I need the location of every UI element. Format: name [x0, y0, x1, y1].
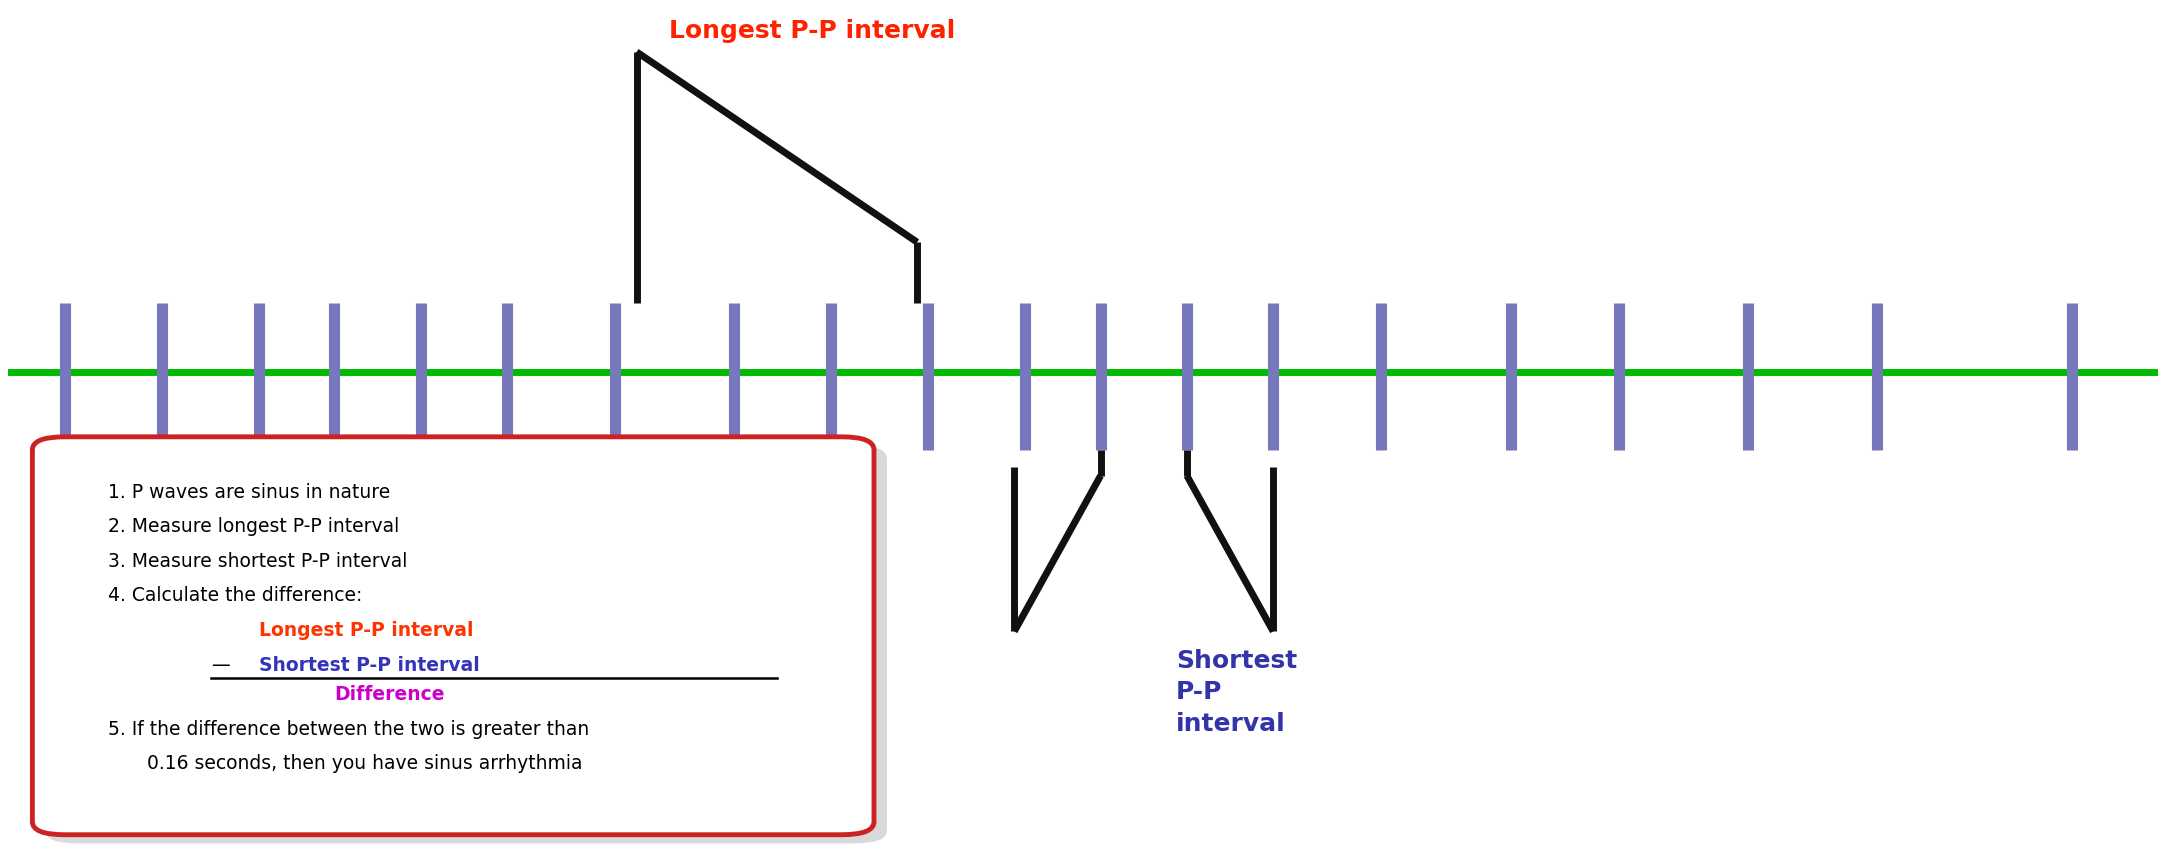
Text: Longest P-P interval: Longest P-P interval [669, 19, 956, 43]
FancyBboxPatch shape [32, 437, 874, 835]
Text: 5. If the difference between the two is greater than: 5. If the difference between the two is … [108, 720, 589, 739]
Text: 2. Measure longest P-P interval: 2. Measure longest P-P interval [108, 517, 399, 536]
Text: Shortest P-P interval: Shortest P-P interval [259, 656, 479, 675]
Text: Shortest
P-P
interval: Shortest P-P interval [1176, 649, 1297, 736]
Text: 0.16 seconds, then you have sinus arrhythmia: 0.16 seconds, then you have sinus arrhyt… [147, 754, 583, 773]
Text: 1. P waves are sinus in nature: 1. P waves are sinus in nature [108, 483, 391, 502]
Text: 4. Calculate the difference:: 4. Calculate the difference: [108, 586, 363, 606]
Text: Longest P-P interval: Longest P-P interval [259, 621, 473, 640]
Text: —: — [211, 656, 231, 675]
Text: Difference: Difference [334, 685, 445, 704]
Text: 3. Measure shortest P-P interval: 3. Measure shortest P-P interval [108, 552, 408, 571]
FancyBboxPatch shape [45, 445, 887, 843]
